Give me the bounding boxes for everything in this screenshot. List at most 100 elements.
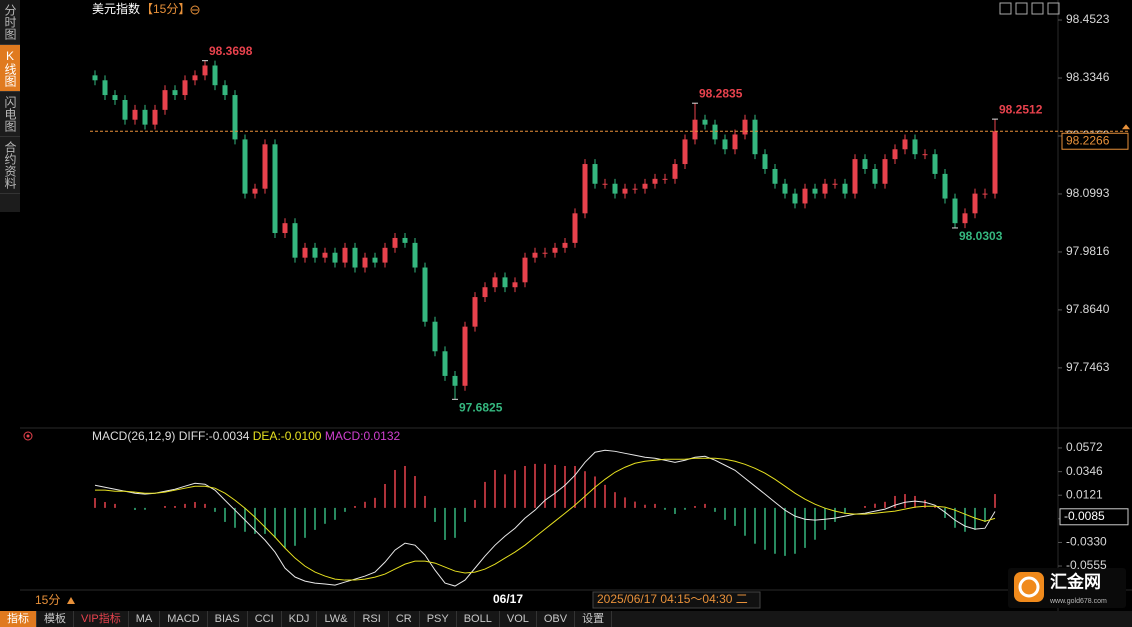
candle-body [372, 257, 378, 263]
period-footer[interactable]: 15分 [35, 593, 60, 607]
sidebar-tab[interactable]: 闪电图 [0, 92, 20, 137]
candle-body [192, 75, 198, 81]
candle-body [402, 237, 408, 243]
candle-body [592, 164, 598, 184]
sidebar: 分时图 K线图 闪电图 合约资料 [0, 0, 20, 212]
candle-body [332, 252, 338, 263]
candle-body [482, 287, 488, 298]
toolbar-item[interactable]: 设置 [575, 611, 613, 627]
candle-body [442, 351, 448, 376]
control-icon[interactable] [1031, 2, 1044, 15]
control-icon[interactable] [1047, 2, 1060, 15]
candle-body [702, 119, 708, 125]
candle-body [672, 164, 678, 179]
candle-body [142, 109, 148, 125]
candle-body [522, 257, 528, 283]
candle-body [162, 90, 168, 110]
candle-body [262, 144, 268, 189]
candle-body [362, 257, 368, 268]
candle-body [992, 131, 998, 194]
indicator-icon [26, 434, 30, 438]
diff-label: DIFF:-0.0034 [179, 429, 250, 443]
macd-title: MACD(26,12,9) DIFF:-0.0034 DEA:-0.0100 M… [92, 429, 401, 443]
toolbar-item[interactable]: RSI [355, 611, 389, 627]
candle-body [922, 154, 928, 156]
y-tick-label: 0.0121 [1066, 487, 1103, 501]
date-marker: 06/17 [493, 592, 523, 606]
time-range: 2025/06/17 04:15～04:30 二 [597, 592, 748, 606]
toolbar-item[interactable]: BOLL [457, 611, 500, 627]
candle-body [832, 183, 838, 185]
y-tick-label: 97.8640 [1066, 302, 1110, 316]
candle-body [272, 144, 278, 234]
candle-body [412, 242, 418, 268]
candle-body [632, 188, 638, 190]
toolbar-item[interactable]: VIP指标 [74, 611, 129, 627]
y-tick-label: -0.0330 [1066, 535, 1107, 549]
candle-body [92, 75, 98, 81]
toolbar-item[interactable]: MACD [160, 611, 208, 627]
candle-body [952, 198, 958, 224]
toolbar-item[interactable]: LW& [317, 611, 356, 627]
control-icon[interactable] [1015, 2, 1028, 15]
toolbar-item[interactable]: OBV [537, 611, 576, 627]
candle-body [812, 188, 818, 194]
y-tick-label: 0.0572 [1066, 440, 1103, 454]
y-tick-label: 98.0993 [1066, 186, 1110, 200]
candle-body [422, 267, 428, 322]
candle-body [342, 247, 348, 263]
extreme-label: 97.6825 [459, 400, 503, 414]
sidebar-tab[interactable]: 合约资料 [0, 137, 20, 194]
toolbar-item[interactable]: VOL [500, 611, 537, 627]
y-tick-label: 97.9816 [1066, 244, 1110, 258]
dea-label: DEA:-0.0100 [253, 429, 322, 443]
logo-url: www.gold678.com [1049, 598, 1107, 605]
period-arrow[interactable] [67, 597, 75, 604]
y-tick-label: 0.0346 [1066, 464, 1103, 478]
candle-body [122, 99, 128, 120]
candle-body [782, 183, 788, 194]
background [20, 0, 1132, 611]
candle-body [512, 282, 518, 288]
candle-body [152, 109, 158, 125]
candle-body [282, 223, 288, 234]
candle-body [102, 80, 108, 96]
sidebar-tab[interactable]: 分时图 [0, 0, 20, 45]
candle-body [772, 168, 778, 184]
toolbar-item[interactable]: CCI [248, 611, 282, 627]
candle-body [212, 65, 218, 86]
indicator-icon[interactable] [23, 431, 33, 441]
macd-name: MACD(26,12,9) [92, 429, 175, 443]
toolbar-item[interactable]: PSY [420, 611, 457, 627]
toolbar-item[interactable]: 模板 [37, 611, 74, 627]
candle-body [712, 124, 718, 140]
toolbar-item[interactable]: KDJ [282, 611, 318, 627]
period-label: 【15分】 [141, 2, 190, 16]
extreme-label: 98.2835 [699, 86, 743, 100]
candle-body [382, 247, 388, 263]
candle-body [912, 139, 918, 155]
toolbar-item[interactable]: CR [389, 611, 420, 627]
candle-body [842, 183, 848, 194]
logo-name: 汇金网 [1050, 571, 1101, 591]
sidebar-tab[interactable]: K线图 [0, 45, 20, 92]
y-tick-label: -0.0555 [1066, 558, 1107, 572]
control-icon[interactable] [999, 2, 1012, 15]
period-icon[interactable] [190, 5, 200, 15]
candle-body [682, 139, 688, 165]
toolbar-item[interactable]: BIAS [208, 611, 248, 627]
macd-line [94, 449, 996, 587]
candle-body [452, 375, 458, 386]
candle-body [132, 109, 138, 120]
candle-body [322, 252, 328, 258]
logo-icon [1014, 572, 1044, 602]
toolbar-item[interactable]: MA [129, 611, 161, 627]
candle-body [882, 159, 888, 184]
candle-body [982, 193, 988, 195]
macd-line [95, 457, 996, 581]
candle-body [762, 154, 768, 169]
toolbar-item[interactable]: 指标 [0, 611, 37, 627]
candle-body [582, 164, 588, 214]
